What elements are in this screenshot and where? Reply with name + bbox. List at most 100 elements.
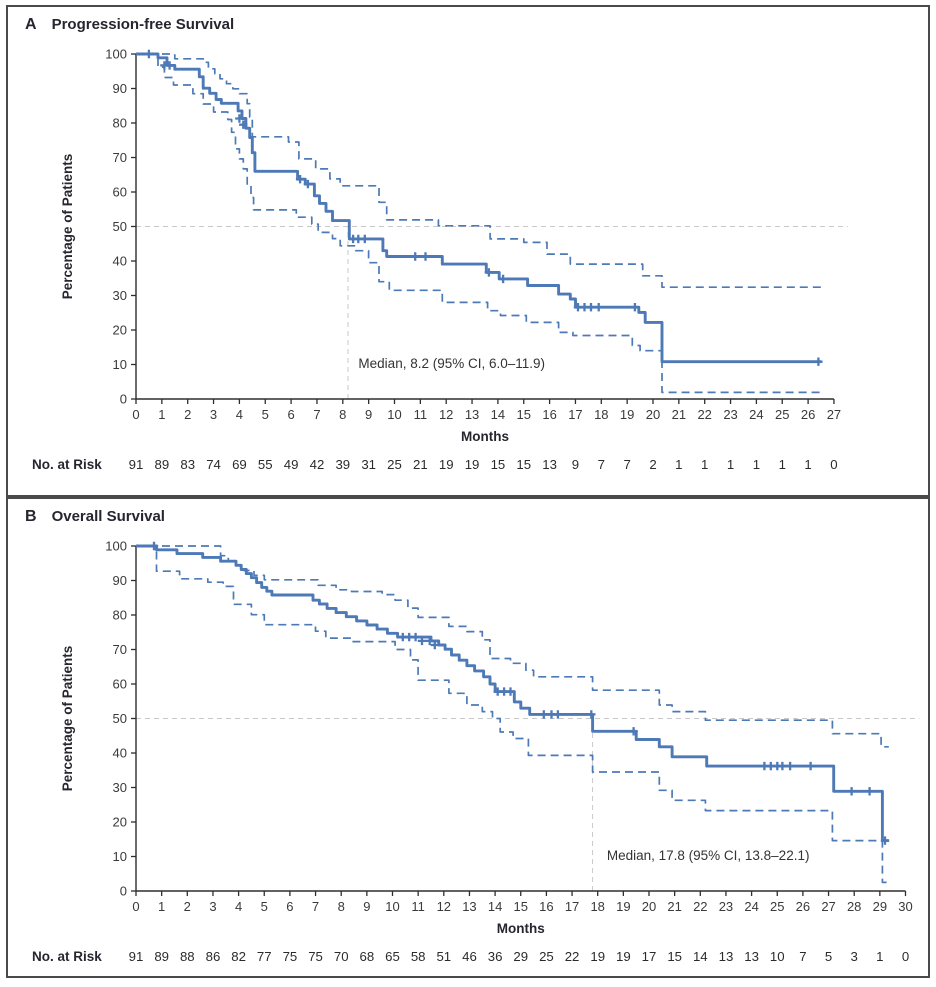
censor-plus-mark (239, 120, 248, 129)
x-tick-label: 17 (568, 407, 582, 422)
censor-plus-mark (880, 836, 890, 845)
censor-plus-mark (149, 541, 159, 551)
y-tick-label: 30 (113, 288, 127, 303)
x-tick-label: 26 (796, 899, 810, 914)
censor-plus-mark (539, 710, 548, 719)
censor-plus-mark (484, 268, 494, 277)
x-tick-label: 12 (439, 407, 453, 422)
risk-count: 19 (590, 949, 605, 964)
risk-table-row: No. at Risk 91 89 88 86 82 77 75 75 70 68 65 58 51 46 3… (32, 949, 909, 964)
censor-plus-mark (630, 303, 640, 312)
risk-count: 1 (701, 457, 708, 472)
risk-count: 42 (310, 457, 325, 472)
censor-plus-mark (295, 175, 305, 184)
risk-count: 68 (360, 949, 375, 964)
panel-a-header: A Progression-free Survival (8, 7, 928, 40)
censor-plus-mark (587, 710, 596, 719)
y-tick-label: 100 (105, 539, 127, 554)
reference-lines (136, 226, 848, 399)
risk-count: 65 (385, 949, 400, 964)
y-axis-title: Percentage of Patients (60, 646, 75, 792)
median-annotation: Median, 17.8 (95% CI, 13.8–22.1) (607, 848, 810, 863)
y-tick-label: 40 (113, 746, 127, 761)
risk-count: 1 (727, 457, 734, 472)
y-tick-label: 0 (120, 884, 127, 899)
risk-count: 7 (799, 949, 806, 964)
x-tick-label: 24 (744, 899, 758, 914)
x-tick-label: 8 (339, 407, 346, 422)
risk-count: 3 (851, 949, 858, 964)
censor-plus-mark (785, 761, 795, 771)
censor-plus-mark (865, 787, 874, 796)
y-tick-label: 50 (113, 711, 127, 726)
ci-upper-curve (136, 53, 823, 289)
x-tick-label: 21 (672, 407, 686, 422)
risk-count: 89 (155, 457, 170, 472)
x-tick-label: 14 (488, 899, 502, 914)
y-tick-label: 100 (105, 47, 127, 62)
km-estimate-curve (136, 544, 889, 843)
x-tick-label: 4 (236, 407, 243, 422)
x-tick-label: 6 (287, 407, 294, 422)
y-tick-label: 0 (120, 392, 127, 407)
risk-count: 1 (804, 457, 811, 472)
y-tick-label: 90 (113, 81, 127, 96)
risk-count: 21 (413, 457, 428, 472)
x-tick-label: 8 (338, 899, 345, 914)
censor-plus-mark (594, 303, 603, 312)
risk-count: 7 (598, 457, 605, 472)
x-tick-label: 22 (693, 899, 707, 914)
x-axis-title: Months (497, 921, 545, 936)
x-tick-label: 20 (646, 407, 660, 422)
x-tick-label: 18 (590, 899, 604, 914)
risk-count: 25 (387, 457, 402, 472)
risk-row-label: No. at Risk (32, 457, 102, 472)
y-tick-label: 10 (113, 357, 127, 372)
x-tick-label: 15 (514, 899, 528, 914)
x-tick-label: 5 (261, 899, 268, 914)
x-tick-label: 1 (158, 407, 165, 422)
y-tick-label: 30 (113, 780, 127, 795)
x-tick-label: 11 (414, 407, 428, 422)
panel-overall-survival: B Overall Survival 0 10 20 30 40 50 60 70 80 90 10… (6, 497, 930, 978)
x-tick-label: 13 (465, 407, 479, 422)
ci-lower-curve (136, 53, 821, 394)
x-tick-label: 19 (616, 899, 630, 914)
risk-count: 75 (283, 949, 298, 964)
x-tick-label: 21 (667, 899, 681, 914)
risk-count: 1 (779, 457, 786, 472)
risk-count: 25 (539, 949, 554, 964)
y-tick-label: 60 (113, 185, 127, 200)
risk-count: 51 (436, 949, 451, 964)
risk-count: 74 (206, 457, 221, 472)
censor-plus-mark (411, 632, 420, 642)
censor-plus-mark (411, 252, 420, 261)
censor-plus-mark (425, 636, 434, 646)
x-tick-label: 22 (697, 407, 711, 422)
x-tick-label: 28 (847, 899, 861, 914)
risk-count: 70 (334, 949, 349, 964)
risk-count: 19 (616, 949, 631, 964)
risk-count: 49 (284, 457, 299, 472)
y-tick-label: 60 (113, 677, 127, 692)
censor-plus-mark (498, 274, 508, 284)
risk-count: 13 (719, 949, 734, 964)
x-tick-label: 2 (184, 407, 191, 422)
censor-plus-mark (303, 179, 313, 189)
censor-plus-mark (360, 234, 369, 244)
panel-a-title: Progression-free Survival (51, 16, 235, 33)
x-tick-label: 29 (873, 899, 887, 914)
x-tick-label: 9 (363, 899, 370, 914)
x-tick-label: 27 (821, 899, 835, 914)
x-tick-label: 27 (827, 407, 841, 422)
y-tick-label: 20 (113, 323, 127, 338)
risk-count: 22 (565, 949, 580, 964)
km-estimate-curve (136, 52, 821, 364)
reference-lines (136, 718, 920, 891)
x-tick-label: 14 (491, 407, 505, 422)
risk-count: 14 (693, 949, 708, 964)
x-tick-label: 26 (801, 407, 815, 422)
censor-plus-mark (847, 787, 856, 796)
